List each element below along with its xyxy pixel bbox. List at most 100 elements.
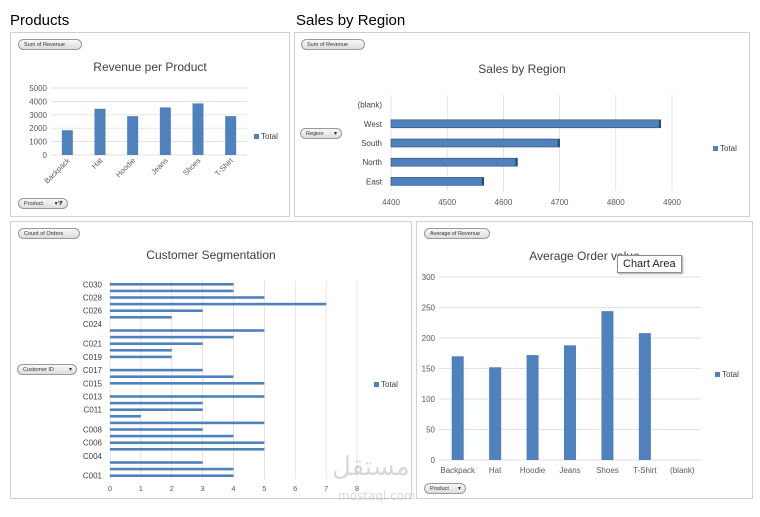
segmentation-bar: [110, 408, 203, 411]
segmentation-xtick-label: 4: [231, 484, 235, 493]
segmentation-bar: [110, 428, 203, 431]
revenue-axis-field-label: Product: [24, 201, 43, 207]
segmentation-bar: [110, 467, 234, 471]
segmentation-bar: [110, 474, 234, 477]
revenue-ytick-label: 0: [43, 151, 48, 160]
region-axis-field-button[interactable]: Region ▾: [300, 128, 342, 139]
segmentation-ytick-label: C015: [83, 379, 103, 388]
revenue-xtick-label: Hoodie: [114, 156, 137, 179]
aov-ytick-label: 50: [426, 426, 435, 435]
aov-ytick-label: 300: [422, 273, 436, 282]
revenue-bar: [127, 116, 139, 155]
segmentation-bar: [110, 415, 141, 418]
segmentation-xtick-label: 2: [170, 484, 174, 493]
aov-xtick-label: T-Shirt: [633, 466, 657, 475]
segmentation-bar: [110, 448, 265, 451]
region-xtick-label: 4800: [607, 198, 625, 207]
filter-icon[interactable]: ▾⧩: [54, 201, 63, 207]
revenue-xtick-label: Backpack: [42, 156, 72, 186]
aov-value-field-button[interactable]: Average of Revenue: [424, 228, 490, 239]
chart-area-tooltip: Chart Area: [617, 255, 682, 273]
chevron-down-icon[interactable]: ▾: [333, 131, 337, 137]
revenue-bar: [225, 116, 237, 155]
region-xtick-label: 4500: [438, 198, 456, 207]
revenue-axis-field-button[interactable]: Product ▾⧩: [18, 198, 68, 209]
revenue-xtick-label: T-Shirt: [213, 155, 236, 178]
revenue-legend-label: Total: [261, 132, 278, 141]
aov-xtick-label: Shoes: [596, 466, 619, 475]
segmentation-bar: [110, 368, 203, 372]
revenue-value-field-button[interactable]: Sum of Revenue: [18, 39, 82, 50]
segmentation-axis-field-button[interactable]: Customer ID ▾: [17, 364, 77, 375]
aov-legend-label: Total: [722, 370, 739, 379]
revenue-bar: [159, 107, 171, 155]
region-chart-plot: 4400 4500 4600 4700 4800 4900 East North South We…: [358, 95, 737, 207]
revenue-bar: [94, 108, 106, 155]
aov-ytick-label: 200: [422, 334, 436, 343]
segmentation-ytick-label: C004: [83, 452, 103, 461]
chevron-down-icon[interactable]: ▾: [68, 367, 72, 373]
aov-axis-field-button[interactable]: Product ▾: [424, 483, 466, 494]
aov-xtick-label: Backpack: [440, 466, 476, 475]
segmentation-bar: [110, 441, 265, 444]
segmentation-xtick-label: 7: [324, 484, 328, 493]
segmentation-bar: [110, 296, 265, 299]
segmentation-ytick-label: C013: [83, 393, 103, 402]
segmentation-bar: [110, 329, 265, 332]
revenue-ytick-label: 3000: [29, 111, 47, 120]
segmentation-bar: [110, 302, 327, 306]
segmentation-ytick-label: C028: [83, 294, 103, 303]
region-legend-swatch: [713, 146, 718, 151]
segmentation-bar: [110, 289, 234, 293]
region-ytick-label: South: [361, 139, 382, 148]
region-value-field-button[interactable]: Sum of Revenue: [301, 39, 365, 50]
segmentation-xtick-label: 5: [262, 484, 266, 493]
region-ytick-label: North: [362, 158, 382, 167]
revenue-chart-panel[interactable]: Sum of Revenue Revenue per Product 0 1000…: [10, 32, 290, 217]
region-chart-title: Sales by Region: [478, 62, 566, 76]
segmentation-bar: [110, 375, 234, 378]
revenue-bar: [61, 130, 73, 155]
region-axis-field-label: Region: [306, 131, 324, 137]
segmentation-axis-field-label: Customer ID: [23, 367, 54, 373]
region-bar: [390, 177, 485, 186]
chevron-down-icon[interactable]: ▾: [457, 486, 461, 492]
aov-ytick-label: 0: [431, 456, 436, 465]
segmentation-ytick-label: C017: [83, 366, 103, 375]
revenue-ytick-label: 5000: [29, 84, 47, 93]
segmentation-ytick-label: C021: [83, 340, 103, 349]
segmentation-xtick-label: 6: [293, 484, 297, 493]
aov-ytick-label: 100: [422, 395, 436, 404]
region-chart-panel[interactable]: Sum of Revenue Sales by Region Region ▾ …: [294, 32, 750, 217]
segmentation-ytick-label: C019: [83, 353, 103, 362]
revenue-ytick-label: 1000: [29, 138, 47, 147]
segmentation-xtick-label: 8: [355, 484, 359, 493]
aov-bar: [489, 367, 502, 460]
revenue-xtick-label: Shoes: [181, 156, 203, 178]
aov-chart-panel[interactable]: Average of Revenue Average Order value 0…: [416, 221, 753, 499]
segmentation-chart-panel[interactable]: Count of Orders Customer Segmentation Cu…: [10, 221, 412, 499]
aov-xtick-label: (blank): [670, 466, 695, 475]
segmentation-bar: [110, 349, 172, 352]
aov-ytick-label: 150: [422, 365, 436, 374]
segmentation-chart-title: Customer Segmentation: [146, 248, 276, 262]
revenue-bar: [192, 103, 204, 155]
region-xtick-label: 4400: [382, 198, 400, 207]
aov-xtick-label: Hat: [489, 466, 502, 475]
segmentation-ytick-label: C026: [83, 307, 103, 316]
segmentation-bar: [110, 342, 203, 345]
segmentation-bar: [110, 355, 172, 359]
segmentation-value-field-button[interactable]: Count of Orders: [18, 228, 80, 239]
region-bar-depth: [557, 139, 560, 147]
segmentation-xtick-label: 0: [108, 484, 112, 493]
segmentation-bar: [110, 316, 172, 319]
region-bar-depth: [658, 119, 661, 128]
revenue-xtick-label: Hat: [90, 155, 105, 170]
segmentation-legend-swatch: [374, 382, 379, 387]
region-ytick-label: (blank): [358, 101, 383, 110]
aov-chart-plot: 0 50 100 150 200 250 300 Backpack Hat Hoodie Jeans…: [422, 273, 739, 475]
segmentation-ytick-label: C001: [83, 472, 103, 481]
segmentation-bar: [110, 283, 234, 286]
region-bar-depth: [481, 177, 484, 186]
region-bar: [390, 119, 662, 129]
